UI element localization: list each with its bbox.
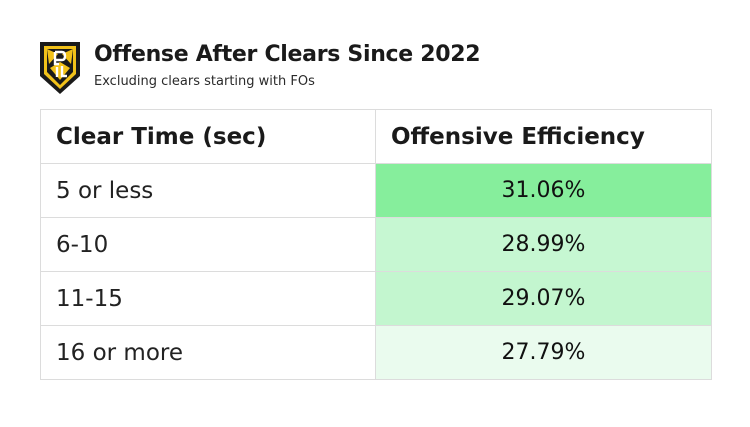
table-row: 5 or less 31.06% (40, 163, 712, 218)
efficiency-cell: 28.99% (375, 217, 712, 272)
efficiency-cell: 31.06% (375, 163, 712, 218)
pll-logo-icon (40, 42, 80, 94)
clear-time-cell: 11-15 (40, 271, 376, 326)
efficiency-cell: 29.07% (375, 271, 712, 326)
chart-header: Offense After Clears Since 2022 Excludin… (38, 40, 481, 98)
title-block: Offense After Clears Since 2022 Excludin… (94, 40, 481, 92)
clear-time-cell: 16 or more (40, 325, 376, 380)
clear-time-cell: 6-10 (40, 217, 376, 272)
table-header-row: Clear Time (sec) Offensive Efficiency (40, 109, 712, 164)
page-title: Offense After Clears Since 2022 (94, 42, 481, 67)
column-header-clear-time: Clear Time (sec) (40, 109, 376, 164)
efficiency-table: Clear Time (sec) Offensive Efficiency 5 … (40, 109, 712, 380)
table-row: 16 or more 27.79% (40, 325, 712, 380)
clear-time-cell: 5 or less (40, 163, 376, 218)
column-header-offensive-efficiency: Offensive Efficiency (375, 109, 712, 164)
page-subtitle: Excluding clears starting with FOs (94, 74, 315, 89)
table-row: 11-15 29.07% (40, 271, 712, 326)
efficiency-cell: 27.79% (375, 325, 712, 380)
table-row: 6-10 28.99% (40, 217, 712, 272)
